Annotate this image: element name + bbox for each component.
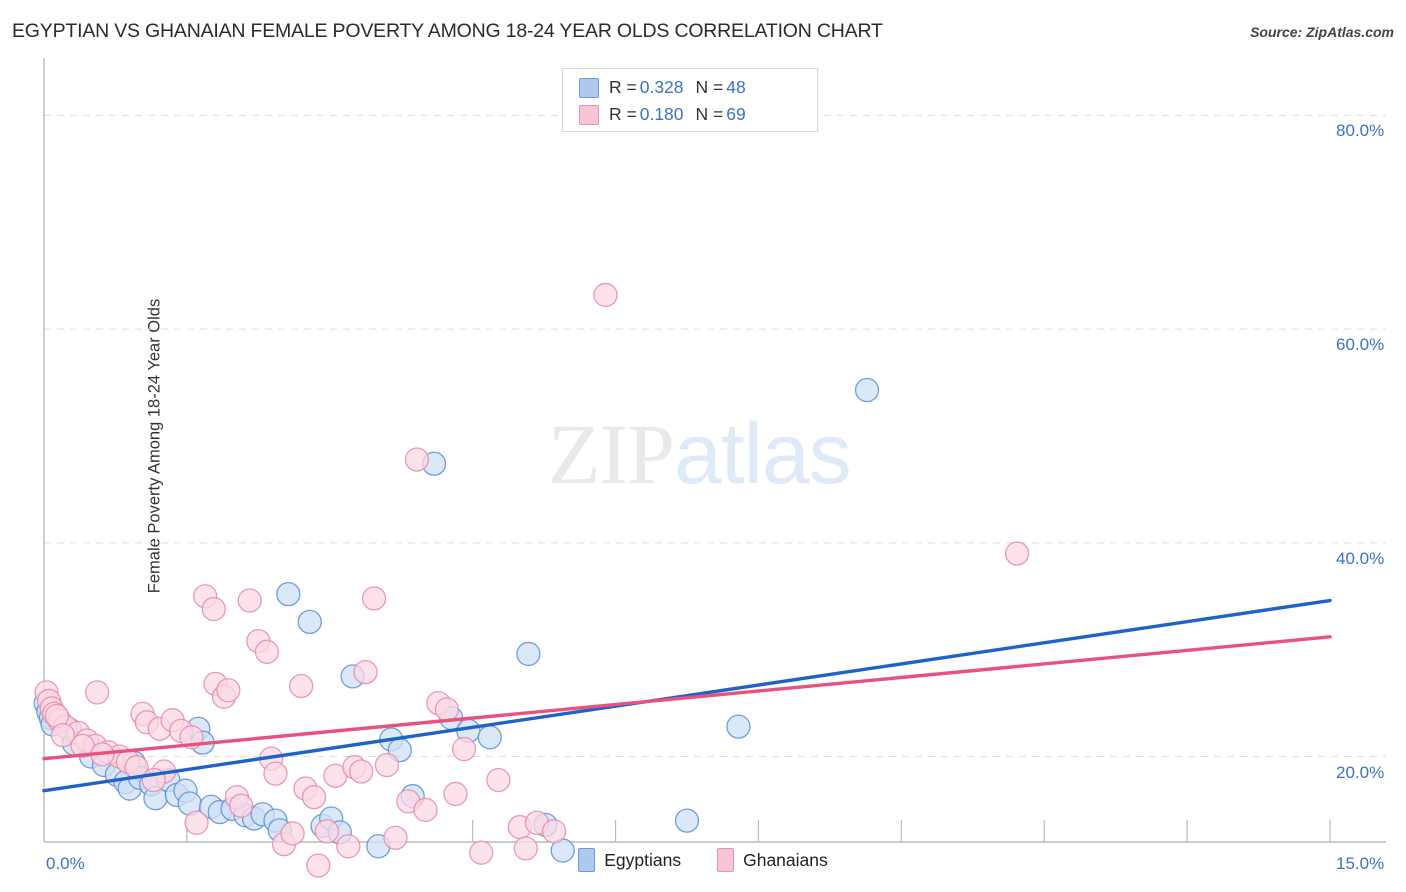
series-legend: Egyptians Ghanaians (0, 848, 1406, 872)
n-label-ghanaians: N = (695, 104, 724, 124)
data-point (280, 821, 305, 846)
data-point (50, 723, 76, 748)
data-point (314, 819, 340, 844)
stats-legend-row: R = 0.328 N = 48 (563, 74, 817, 101)
data-point (1004, 541, 1030, 566)
series-swatch-ghanaians (717, 848, 735, 872)
legend-swatch-ghanaians (579, 104, 599, 125)
data-point (451, 736, 477, 762)
data-point (854, 377, 880, 403)
source-label: Source: ZipAtlas.com (1250, 24, 1394, 40)
gridlines (44, 114, 1386, 758)
data-point (276, 581, 301, 607)
data-point (477, 725, 502, 750)
y-axis-tick-label: 40.0% (1336, 548, 1385, 568)
data-point (297, 609, 322, 635)
series-legend-item-ghanaians[interactable]: Ghanaians (717, 848, 828, 872)
data-point (184, 810, 209, 835)
series-swatch-egyptians (578, 848, 596, 872)
data-point (306, 853, 331, 878)
page-title: EGYPTIAN VS GHANAIAN FEMALE POVERTY AMON… (12, 20, 883, 42)
x-axis-tick-label-max: 15.0% (1336, 854, 1385, 873)
y-axis-tick-label: 80.0% (1336, 121, 1385, 141)
data-point (443, 781, 468, 807)
data-point (361, 586, 387, 611)
data-point (413, 797, 438, 823)
data-point (374, 752, 400, 778)
trend-line (42, 635, 1332, 761)
data-point (237, 588, 262, 613)
data-point (593, 282, 618, 308)
series-legend-item-egyptians[interactable]: Egyptians (578, 848, 681, 872)
axis-lines (43, 58, 1386, 843)
data-point (263, 761, 288, 786)
data-point (434, 697, 460, 722)
trend-lines (42, 598, 1332, 793)
x-axis-tick-label-min: 0.0% (46, 854, 85, 873)
trend-line (42, 598, 1332, 793)
n-label-egyptians: N = (695, 77, 724, 97)
data-point (541, 819, 567, 844)
data-point (516, 641, 541, 667)
stats-legend-row: R = 0.180 N = 69 (563, 101, 817, 128)
data-point (201, 596, 226, 622)
data-point (85, 680, 110, 705)
series-label-egyptians: Egyptians (604, 849, 682, 870)
r-label-ghanaians: R = (609, 104, 637, 124)
data-point (674, 808, 700, 833)
n-value-ghanaians: 69 (726, 104, 746, 124)
data-point (254, 639, 280, 664)
r-label-egyptians: R = (609, 77, 637, 97)
data-point (513, 836, 538, 861)
data-point (349, 759, 374, 784)
data-points (33, 282, 1030, 878)
data-point (216, 678, 241, 703)
data-point (301, 784, 327, 810)
series-label-ghanaians: Ghanaians (743, 849, 828, 870)
data-point (726, 714, 751, 739)
data-point (336, 834, 361, 859)
data-point (289, 673, 314, 699)
data-point (353, 659, 378, 685)
r-value-ghanaians: 0.180 (639, 104, 684, 124)
data-point (383, 825, 408, 850)
r-value-egyptians: 0.328 (639, 77, 684, 97)
correlation-stats-legend: R = 0.328 N = 48 R = 0.180 N = 69 (562, 68, 818, 132)
data-point (404, 447, 430, 472)
legend-swatch-egyptians (579, 77, 599, 98)
y-axis-tick-label: 20.0% (1336, 762, 1385, 782)
data-point (229, 793, 254, 818)
data-point (486, 767, 511, 793)
y-axis-tick-label: 60.0% (1336, 335, 1385, 355)
n-value-egyptians: 48 (726, 77, 746, 97)
data-point (469, 840, 494, 865)
